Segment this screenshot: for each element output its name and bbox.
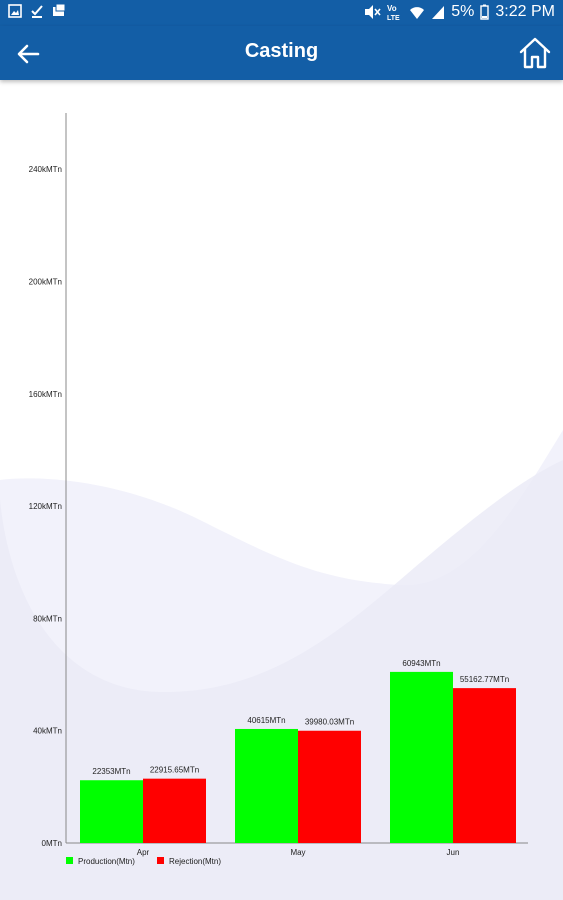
home-icon[interactable] <box>517 35 553 71</box>
legend-label: Production(Mtn) <box>78 857 135 866</box>
data-label: 55162.77MTn <box>460 675 509 684</box>
data-label: 39980.03MTn <box>305 718 354 727</box>
y-tick-label: 240kMTn <box>29 165 62 174</box>
bar-may-production <box>235 728 298 843</box>
legend-label: Rejection(Mtn) <box>169 857 221 866</box>
battery-percent: 5% <box>451 3 475 20</box>
back-arrow-icon[interactable] <box>12 38 44 70</box>
bar-apr-production <box>80 780 143 843</box>
data-label: 22353MTn <box>92 767 130 776</box>
system-status: Vo LTE 5% 3:22 PM <box>363 3 555 21</box>
bar-may-rejection <box>298 730 361 843</box>
bar-apr-rejection <box>143 778 206 843</box>
notification-icons <box>8 4 66 18</box>
bar-jun-production <box>390 671 453 843</box>
svg-text:Vo: Vo <box>387 4 397 13</box>
svg-text:LTE: LTE <box>387 15 400 21</box>
signal-icon <box>432 6 445 19</box>
data-label: 60943MTn <box>402 659 440 668</box>
mute-icon <box>365 5 381 19</box>
download-done-icon <box>31 5 43 18</box>
data-label: 40615MTn <box>247 716 285 725</box>
y-tick-label: 40kMTn <box>33 727 62 736</box>
x-tick-label: Apr <box>137 848 150 857</box>
page-title: Casting <box>244 40 319 62</box>
battery-icon <box>480 4 490 20</box>
legend-swatch <box>66 857 73 864</box>
legend-swatch <box>157 857 164 864</box>
gallery-icon <box>8 4 22 18</box>
y-tick-label: 0MTn <box>42 839 62 848</box>
y-tick-label: 120kMTn <box>29 502 62 511</box>
volte-lte-icon: Vo LTE <box>387 4 400 21</box>
message-icon <box>53 4 66 16</box>
x-tick-label: May <box>290 848 305 857</box>
wifi-icon <box>410 7 425 19</box>
production-rejection-chart: 0MTn 40kMTn 80kMTn 120kMTn 160kMTn 200kMTn 240… <box>29 113 528 866</box>
x-tick-label: Jun <box>447 848 460 857</box>
data-label: 22915.65MTn <box>150 766 199 775</box>
y-tick-label: 160kMTn <box>29 390 62 399</box>
app-bar: Casting <box>0 26 563 80</box>
y-tick-label: 200kMTn <box>29 277 62 286</box>
status-bar: Vo LTE 5% 3:22 PM <box>0 0 563 26</box>
clock: 3:22 PM <box>495 3 555 20</box>
y-tick-label: 80kMTn <box>33 614 62 623</box>
bar-jun-rejection <box>453 688 516 843</box>
chart-area: 0MTn 40kMTn 80kMTn 120kMTn 160kMTn 200kMTn 240… <box>0 80 563 900</box>
